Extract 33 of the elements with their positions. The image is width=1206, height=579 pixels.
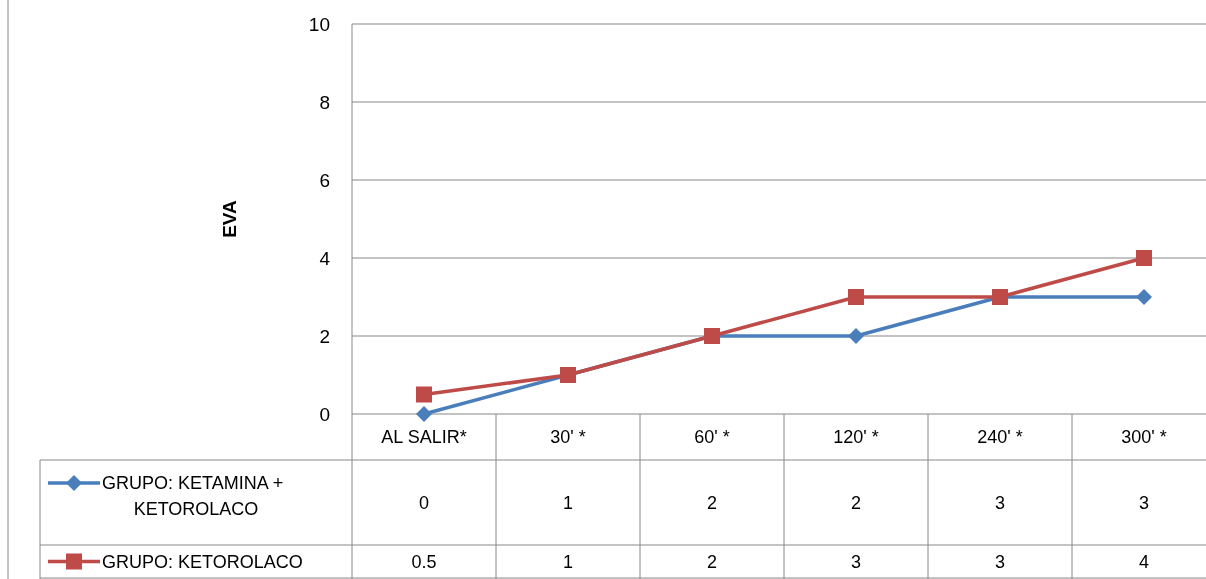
point <box>848 289 864 305</box>
x-tick-label: 300' * <box>1121 427 1167 448</box>
y-tick-label: 6 <box>319 169 330 191</box>
x-tick-label: AL SALIR* <box>381 427 467 448</box>
point <box>416 406 432 422</box>
legend-label: GRUPO: KETOROLACO <box>102 551 303 572</box>
x-tick-label: 120' * <box>833 427 879 448</box>
y-tick-label: 8 <box>319 91 330 113</box>
point <box>848 328 864 344</box>
y-tick-label: 0 <box>319 403 330 425</box>
x-tick-label: 240' * <box>977 427 1023 448</box>
point <box>1136 289 1152 305</box>
data-label: 2 <box>706 492 718 513</box>
x-tick-label: 60' * <box>694 427 730 448</box>
data-label: 3 <box>850 551 862 572</box>
point <box>1136 250 1152 266</box>
data-label: 2 <box>850 492 862 513</box>
point <box>416 386 432 403</box>
data-label: 2 <box>706 551 718 572</box>
data-label: 0 <box>418 492 430 513</box>
y-axis-title: EVA <box>219 199 240 238</box>
y-tick-label: 10 <box>308 13 330 35</box>
data-label: 1 <box>562 492 574 513</box>
data-label: 3 <box>994 551 1006 572</box>
y-tick-label: 2 <box>319 325 330 347</box>
data-label: 0.5 <box>411 551 437 572</box>
legend-label: GRUPO: KETAMINA + KETOROLACO <box>102 473 284 520</box>
x-tick-label: 30' * <box>550 427 586 448</box>
y-tick-label: 4 <box>319 247 331 269</box>
data-label: 4 <box>1138 551 1150 572</box>
data-label: 3 <box>994 492 1006 513</box>
data-label: 1 <box>562 551 574 572</box>
data-label: 3 <box>1138 492 1150 513</box>
